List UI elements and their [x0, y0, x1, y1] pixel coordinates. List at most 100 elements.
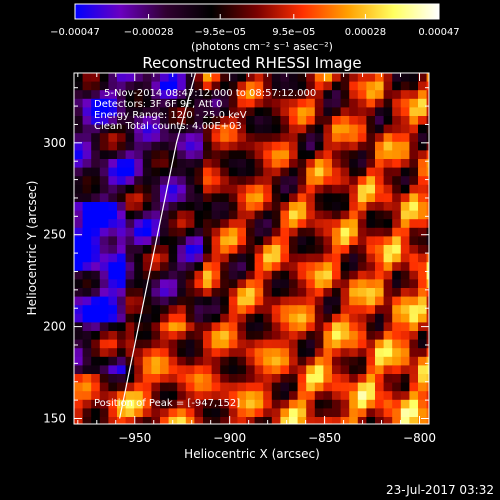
heatmap-cell: [418, 305, 427, 315]
heatmap-cell: [271, 210, 281, 220]
heatmap-cell: [228, 382, 238, 392]
heatmap-cell: [134, 159, 144, 168]
heatmap-cell: [375, 159, 384, 168]
heatmap-cell: [383, 262, 393, 272]
heatmap-cell: [375, 288, 384, 297]
heatmap-cell: [349, 408, 359, 418]
heatmap-cell: [271, 339, 281, 349]
heatmap-cell: [383, 184, 393, 194]
heatmap-cell: [108, 270, 118, 280]
heatmap-cell: [306, 417, 316, 424]
heatmap-cell: [134, 374, 144, 383]
heatmap-cell: [246, 322, 255, 332]
heatmap-cell: [254, 141, 264, 151]
heatmap-cell: [211, 193, 221, 203]
heatmap-cell: [220, 322, 230, 332]
heatmap-cell: [99, 374, 109, 383]
heatmap-cell: [160, 348, 169, 358]
heatmap-cell: [418, 313, 427, 323]
heatmap-cell: [349, 296, 359, 306]
heatmap-cell: [142, 236, 152, 246]
heatmap-cell: [246, 124, 255, 134]
heatmap-cell: [366, 245, 376, 254]
heatmap-cell: [142, 245, 152, 254]
heatmap-cell: [117, 382, 126, 392]
heatmap-cell: [323, 417, 333, 424]
heatmap-cell: [349, 322, 359, 332]
heatmap-cell: [117, 227, 126, 237]
heatmap-cell: [349, 399, 359, 409]
heatmap-cell: [383, 107, 393, 117]
heatmap-cell: [203, 322, 212, 332]
heatmap-cell: [314, 245, 324, 254]
heatmap-cell: [228, 348, 238, 358]
heatmap-cell: [151, 253, 161, 263]
heatmap-cell: [142, 98, 152, 108]
heatmap-cell: [211, 133, 221, 143]
heatmap-cell: [91, 245, 101, 254]
heatmap-cell: [340, 133, 350, 143]
heatmap-cell: [246, 167, 255, 177]
heatmap-cell: [151, 98, 161, 108]
heatmap-cell: [228, 90, 238, 100]
heatmap-cell: [211, 124, 221, 134]
heatmap-cell: [289, 116, 298, 125]
heatmap-cell: [220, 133, 230, 143]
heatmap-cell: [349, 219, 359, 229]
heatmap-cell: [134, 288, 144, 297]
heatmap-cell: [185, 270, 195, 280]
heatmap-cell: [426, 176, 429, 186]
heatmap-cell: [375, 408, 384, 418]
heatmap-cell: [332, 81, 341, 91]
heatmap-cell: [263, 365, 273, 375]
heatmap-cell: [340, 245, 350, 254]
heatmap-cell: [357, 184, 367, 194]
heatmap-cell: [211, 391, 221, 401]
heatmap-cell: [409, 382, 419, 392]
heatmap-cell: [74, 296, 83, 306]
heatmap-cell: [177, 262, 187, 272]
annotation-block: 5-Nov-2014 08:47:12.000 to 08:57:12.000D…: [94, 88, 316, 132]
heatmap-cell: [254, 150, 264, 160]
heatmap-cell: [177, 167, 187, 177]
heatmap-cell: [340, 141, 350, 151]
heatmap-cell: [246, 159, 255, 168]
heatmap-cell: [263, 167, 273, 177]
heatmap-cell: [263, 270, 273, 280]
heatmap-cell: [332, 176, 341, 186]
heatmap-cell: [349, 236, 359, 246]
heatmap-cell: [289, 382, 298, 392]
heatmap-cell: [117, 219, 126, 229]
heatmap-cell: [108, 408, 118, 418]
heatmap-cell: [151, 356, 161, 366]
heatmap-cell: [99, 73, 109, 82]
heatmap-cell: [228, 141, 238, 151]
heatmap-cell: [117, 374, 126, 383]
heatmap-cell: [99, 176, 109, 186]
heatmap-cell: [194, 73, 204, 82]
heatmap-cell: [194, 331, 204, 340]
heatmap-cell: [392, 270, 402, 280]
heatmap-cell: [117, 124, 126, 134]
heatmap-cell: [194, 296, 204, 306]
heatmap-cell: [254, 210, 264, 220]
heatmap-cell: [314, 374, 324, 383]
heatmap-cell: [332, 348, 341, 358]
heatmap-cell: [375, 150, 384, 160]
heatmap-cell: [340, 167, 350, 177]
heatmap-cell: [211, 167, 221, 177]
heatmap-cell: [134, 348, 144, 358]
heatmap-cell: [418, 288, 427, 297]
heatmap-cell: [185, 141, 195, 151]
heatmap-cell: [108, 176, 118, 186]
heatmap-cell: [383, 219, 393, 229]
heatmap-cell: [340, 116, 350, 125]
heatmap-cell: [194, 391, 204, 401]
heatmap-cell: [323, 133, 333, 143]
heatmap-cell: [220, 399, 230, 409]
heatmap-cell: [349, 159, 359, 168]
heatmap-cell: [340, 305, 350, 315]
heatmap-cell: [99, 150, 109, 160]
heatmap-cell: [409, 193, 419, 203]
heatmap-cell: [99, 313, 109, 323]
